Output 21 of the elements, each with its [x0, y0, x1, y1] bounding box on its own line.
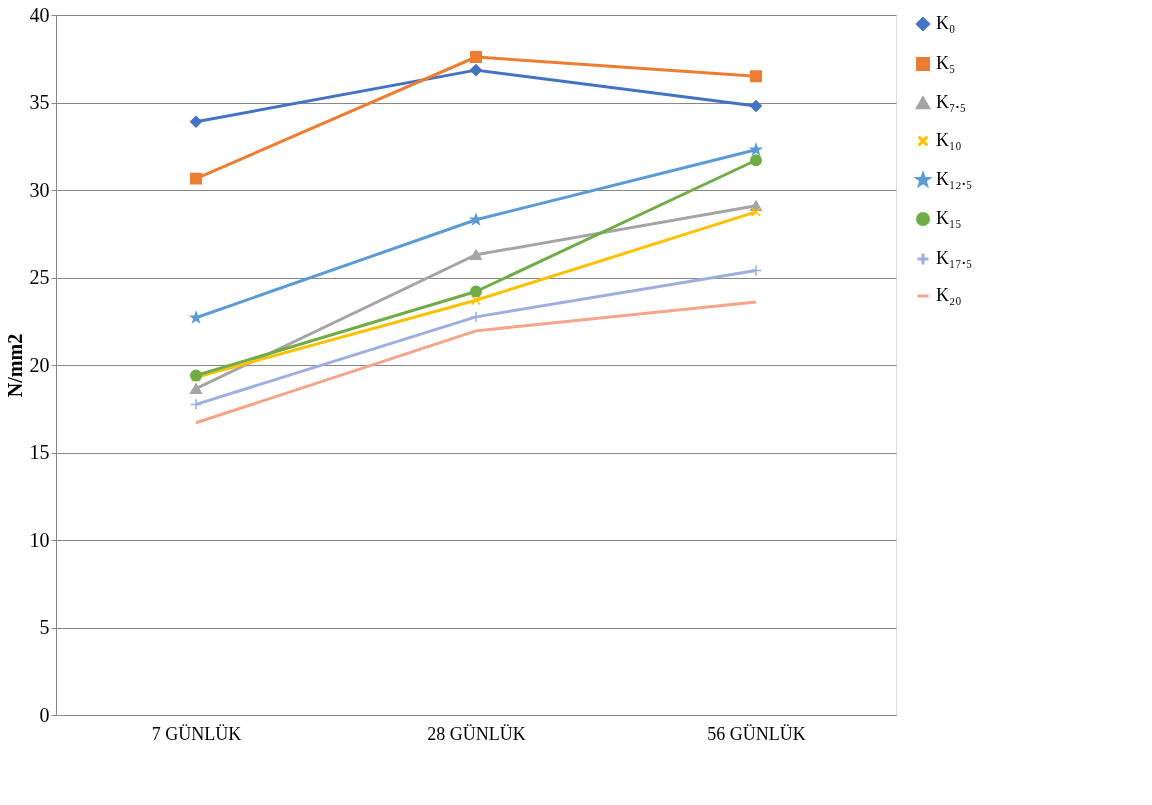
y-tick-label: 5: [39, 616, 50, 638]
x-tick-label: 28 GÜNLÜK: [427, 723, 526, 744]
y-tick-label: 10: [29, 528, 50, 551]
legend-label: K₁₅: [936, 208, 962, 228]
y-tick-label: 20: [29, 353, 50, 376]
legend-label: K₁₇.₅: [936, 248, 973, 268]
legend-label: K₅: [936, 53, 956, 73]
y-axis-title: N/mm2: [3, 333, 26, 398]
legend-label: K₂₀: [936, 285, 962, 305]
x-tick-label: 56 GÜNLÜK: [707, 723, 806, 744]
x-tick-label: 7 GÜNLÜK: [151, 723, 242, 744]
y-tick-label: 30: [29, 178, 50, 201]
legend-label: K₇.₅: [936, 92, 967, 112]
legend-label: K₁₂.₅: [936, 169, 973, 189]
y-tick-label: 0: [39, 703, 50, 726]
legend-label: K₁₀: [936, 130, 962, 150]
legend-label: K₀: [936, 13, 956, 33]
y-tick-label: 15: [29, 441, 50, 463]
y-tick-label: 25: [29, 266, 50, 288]
y-tick-label: 35: [29, 91, 50, 113]
y-tick-label: 40: [29, 3, 50, 26]
